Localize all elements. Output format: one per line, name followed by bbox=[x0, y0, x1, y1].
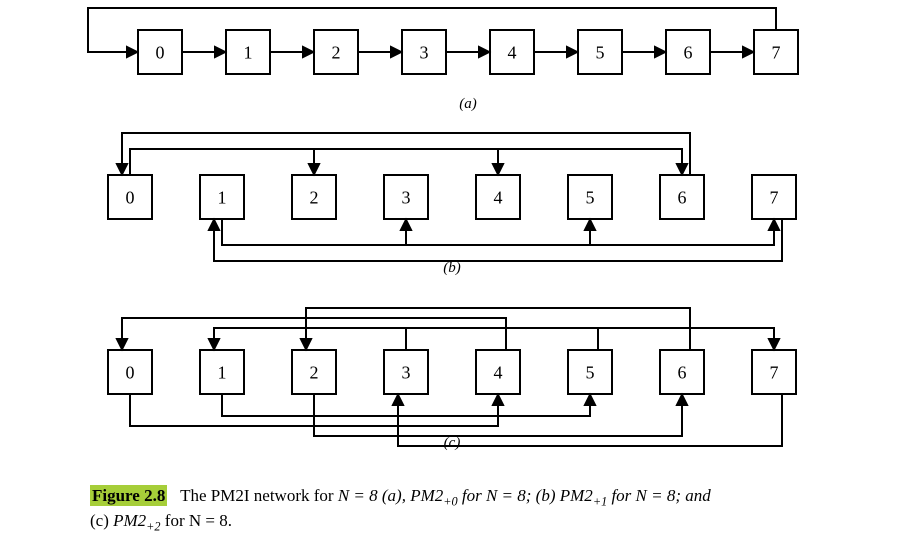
node-label: 1 bbox=[218, 362, 227, 382]
edge-arrow bbox=[498, 149, 682, 175]
node-label: 7 bbox=[770, 187, 779, 207]
node-label: 3 bbox=[402, 187, 411, 207]
edge-arrow bbox=[214, 219, 782, 261]
figure-caption: Figure 2.8 The PM2I network for N = 8 (a… bbox=[90, 485, 850, 535]
node-label: 0 bbox=[126, 187, 135, 207]
edge-arrow bbox=[130, 149, 314, 175]
node-label: 7 bbox=[770, 362, 779, 382]
node-label: 2 bbox=[310, 362, 319, 382]
edge-arrow bbox=[122, 318, 506, 350]
node-label: 0 bbox=[126, 362, 135, 382]
node-label: 5 bbox=[586, 187, 595, 207]
edge-arrow bbox=[590, 219, 774, 245]
node-label: 1 bbox=[218, 187, 227, 207]
edge-arrow bbox=[406, 219, 590, 245]
subfigure-label: (c) bbox=[444, 435, 461, 451]
network-diagram-svg: 0 1 2 3 4 5 6 7 (a) 0 1 2 3 4 5 6 7 (b) 0 1 2 3 4 5 6 7 (c) bbox=[0, 0, 903, 480]
edge-arrow bbox=[314, 149, 498, 175]
caption-text: The PM2I network for N = 8 (a), PM2+0 fo… bbox=[90, 486, 711, 530]
subfigure-label: (b) bbox=[443, 260, 461, 276]
node-label: 3 bbox=[402, 362, 411, 382]
node-label: 6 bbox=[678, 187, 687, 207]
subfigure-label: (a) bbox=[459, 96, 477, 112]
node-label: 4 bbox=[494, 362, 503, 382]
node-label: 3 bbox=[420, 42, 429, 62]
edge-arrow bbox=[406, 328, 774, 350]
edge-arrow bbox=[122, 133, 690, 175]
node-label: 6 bbox=[678, 362, 687, 382]
node-label: 5 bbox=[586, 362, 595, 382]
node-label: 2 bbox=[310, 187, 319, 207]
node-label: 4 bbox=[494, 187, 503, 207]
node-label: 5 bbox=[596, 42, 605, 62]
edge-arrow bbox=[222, 394, 590, 416]
node-label: 7 bbox=[772, 42, 781, 62]
edge-arrow bbox=[222, 219, 406, 245]
figure-label: Figure 2.8 bbox=[90, 485, 167, 506]
node-label: 1 bbox=[244, 42, 253, 62]
figure-page: 0 1 2 3 4 5 6 7 (a) 0 1 2 3 4 5 6 7 (b) 0 1 2 3 4 5 6 7 (c) Figure… bbox=[0, 0, 903, 527]
node-label: 4 bbox=[508, 42, 517, 62]
node-label: 6 bbox=[684, 42, 693, 62]
node-label: 0 bbox=[156, 42, 165, 62]
node-label: 2 bbox=[332, 42, 341, 62]
